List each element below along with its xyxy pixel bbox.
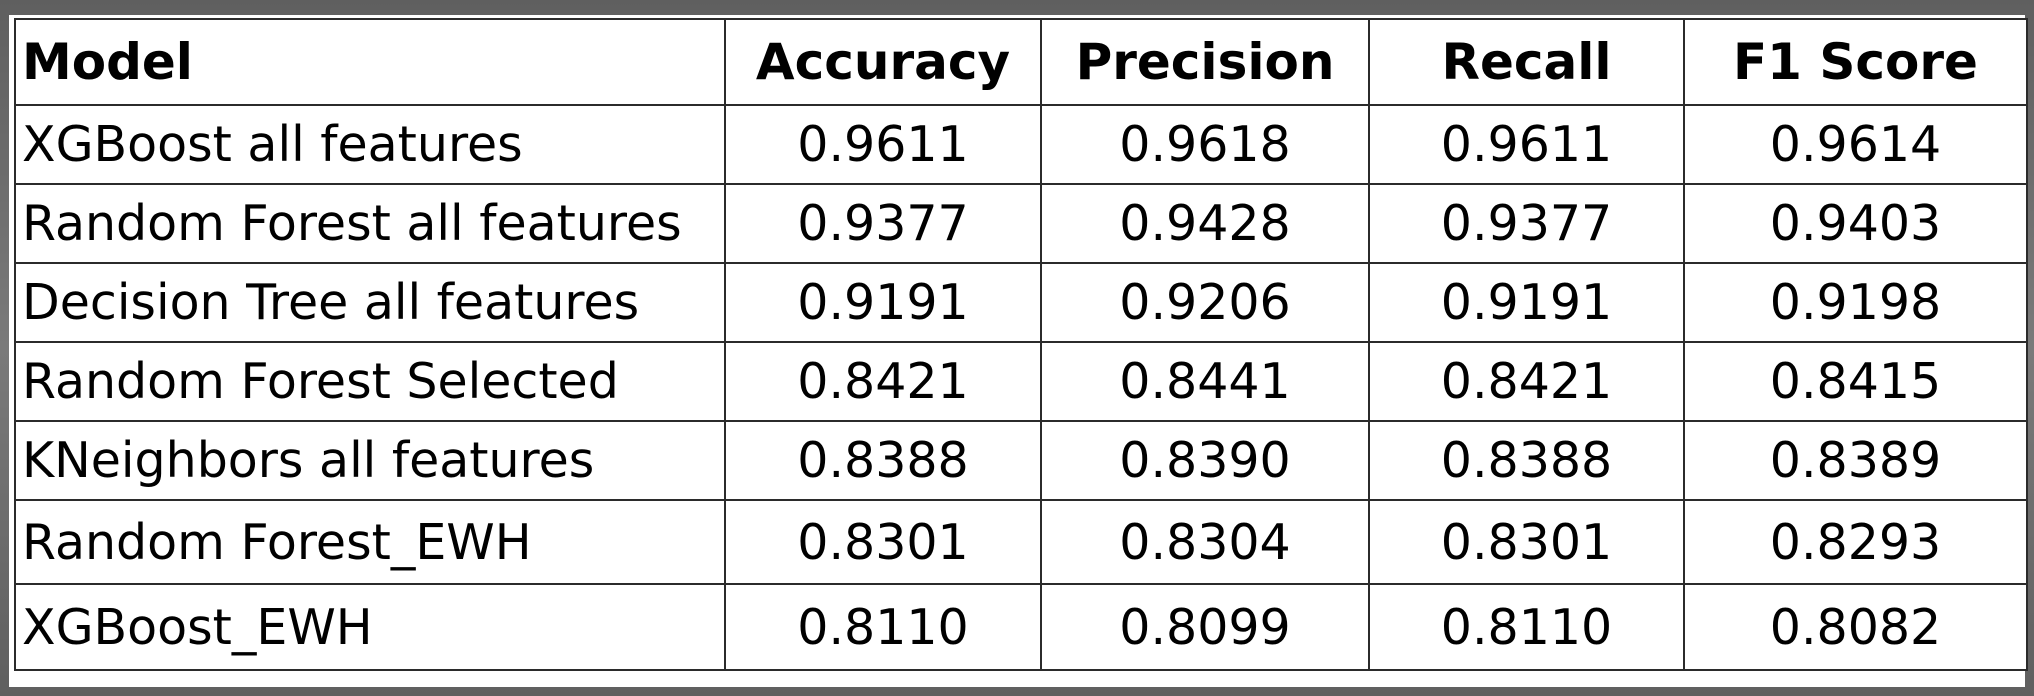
cell-model: Random Forest all features bbox=[14, 183, 726, 264]
cell-model: XGBoost all features bbox=[14, 104, 726, 185]
cell-accuracy: 0.8388 bbox=[724, 420, 1042, 501]
table-row: KNeighbors all features 0.8388 0.8390 0.… bbox=[14, 420, 2028, 501]
cell-accuracy: 0.8301 bbox=[724, 499, 1042, 585]
cell-precision: 0.8390 bbox=[1040, 420, 1370, 501]
cell-accuracy: 0.9191 bbox=[724, 262, 1042, 343]
cell-precision: 0.8441 bbox=[1040, 341, 1370, 422]
cell-model: Decision Tree all features bbox=[14, 262, 726, 343]
cell-f1-score: 0.9614 bbox=[1683, 104, 2028, 185]
cell-recall: 0.8421 bbox=[1368, 341, 1685, 422]
header-precision: Precision bbox=[1040, 18, 1370, 106]
cell-recall: 0.8110 bbox=[1368, 583, 1685, 671]
cell-model: KNeighbors all features bbox=[14, 420, 726, 501]
header-f1-score: F1 Score bbox=[1683, 18, 2028, 106]
table-header-row: Model Accuracy Precision Recall F1 Score bbox=[14, 18, 2028, 106]
cell-f1-score: 0.8389 bbox=[1683, 420, 2028, 501]
header-model: Model bbox=[14, 18, 726, 106]
cell-precision: 0.8304 bbox=[1040, 499, 1370, 585]
cell-precision: 0.9428 bbox=[1040, 183, 1370, 264]
cell-accuracy: 0.8110 bbox=[724, 583, 1042, 671]
cell-precision: 0.9206 bbox=[1040, 262, 1370, 343]
cell-f1-score: 0.9198 bbox=[1683, 262, 2028, 343]
cell-recall: 0.8388 bbox=[1368, 420, 1685, 501]
cell-f1-score: 0.8293 bbox=[1683, 499, 2028, 585]
cell-model: Random Forest Selected bbox=[14, 341, 726, 422]
table-row: Random Forest Selected 0.8421 0.8441 0.8… bbox=[14, 341, 2028, 422]
model-metrics-table: Model Accuracy Precision Recall F1 Score… bbox=[14, 18, 2028, 671]
table-row: Random Forest all features 0.9377 0.9428… bbox=[14, 183, 2028, 264]
cell-recall: 0.9377 bbox=[1368, 183, 1685, 264]
cell-recall: 0.8301 bbox=[1368, 499, 1685, 585]
table-row: XGBoost_EWH 0.8110 0.8099 0.8110 0.8082 bbox=[14, 583, 2028, 671]
header-recall: Recall bbox=[1368, 18, 1685, 106]
cell-precision: 0.9618 bbox=[1040, 104, 1370, 185]
table-row: Random Forest_EWH 0.8301 0.8304 0.8301 0… bbox=[14, 499, 2028, 585]
cell-accuracy: 0.8421 bbox=[724, 341, 1042, 422]
cell-model: XGBoost_EWH bbox=[14, 583, 726, 671]
table-row: Decision Tree all features 0.9191 0.9206… bbox=[14, 262, 2028, 343]
cell-model: Random Forest_EWH bbox=[14, 499, 726, 585]
cell-recall: 0.9191 bbox=[1368, 262, 1685, 343]
cell-accuracy: 0.9377 bbox=[724, 183, 1042, 264]
header-accuracy: Accuracy bbox=[724, 18, 1042, 106]
cell-accuracy: 0.9611 bbox=[724, 104, 1042, 185]
cell-f1-score: 0.9403 bbox=[1683, 183, 2028, 264]
table-row: XGBoost all features 0.9611 0.9618 0.961… bbox=[14, 104, 2028, 185]
cell-precision: 0.8099 bbox=[1040, 583, 1370, 671]
cell-f1-score: 0.8415 bbox=[1683, 341, 2028, 422]
cell-f1-score: 0.8082 bbox=[1683, 583, 2028, 671]
cell-recall: 0.9611 bbox=[1368, 104, 1685, 185]
